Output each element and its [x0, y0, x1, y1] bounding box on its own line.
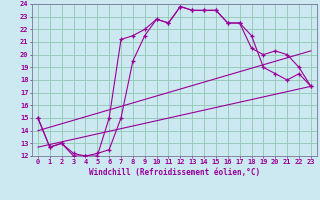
X-axis label: Windchill (Refroidissement éolien,°C): Windchill (Refroidissement éolien,°C): [89, 168, 260, 177]
